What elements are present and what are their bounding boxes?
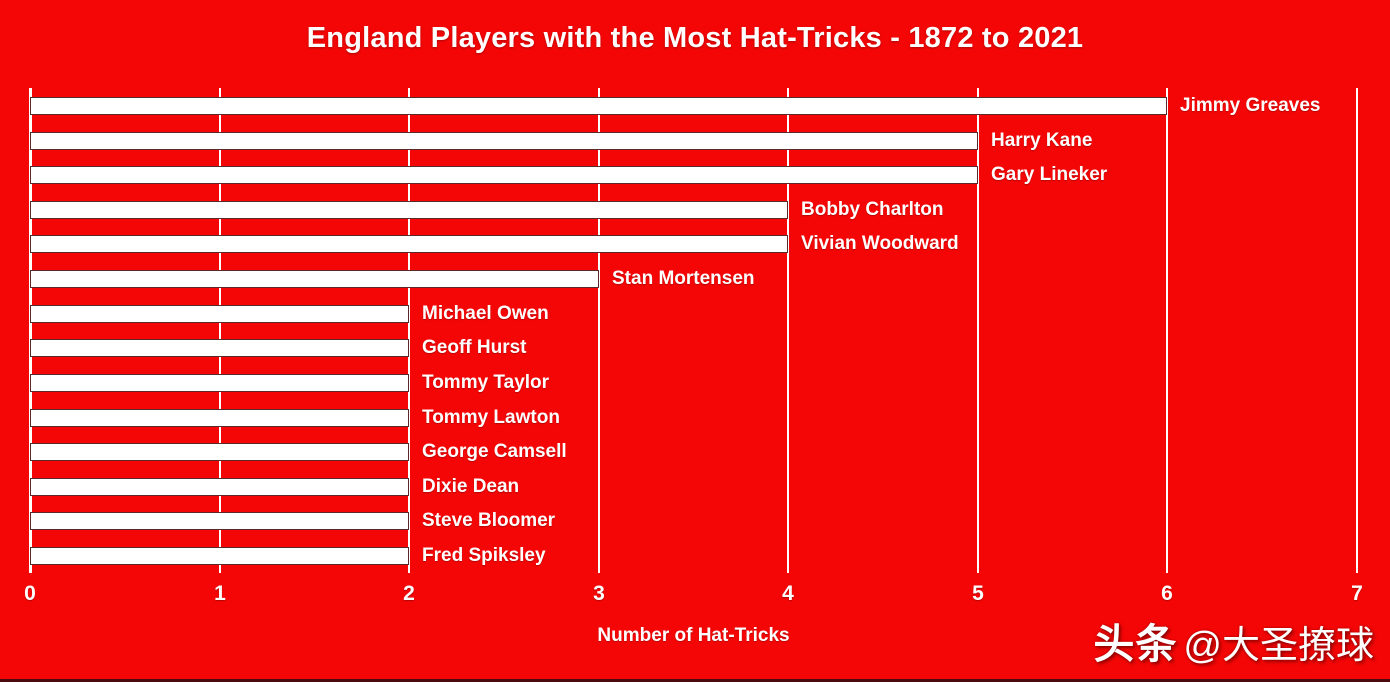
bar [30,132,978,150]
bar [30,166,978,184]
gridline-x4 [787,88,789,573]
bar-label: George Camsell [422,441,567,462]
bar [30,443,409,461]
bar [30,339,409,357]
bar-label: Jimmy Greaves [1180,95,1321,116]
bar [30,270,599,288]
bar [30,201,788,219]
chart-title: England Players with the Most Hat-Tricks… [306,22,1084,54]
bar [30,97,1167,115]
gridline-x3 [598,88,600,573]
bar [30,547,409,565]
x-tick-label: 4 [782,582,794,605]
x-tick-label: 6 [1161,582,1173,605]
bar [30,409,409,427]
plot-area: Jimmy Greaves Harry Kane Gary Lineker Bobby… [29,88,1358,573]
x-tick-label: 3 [593,582,605,605]
watermark: 头条 @大圣撩球 [1093,610,1374,670]
bar [30,235,788,253]
gridline-x2 [408,88,410,573]
bar-label: Fred Spiksley [422,545,546,566]
watermark-brand-toutiao: 头条 [1093,621,1178,667]
bar-label: Dixie Dean [422,476,520,497]
bar-label: Harry Kane [991,130,1093,151]
bar-label: Tommy Taylor [422,372,550,393]
x-tick-label: 0 [24,582,36,605]
x-tick-label: 7 [1351,582,1363,605]
x-tick-label: 2 [403,582,415,605]
gridline-x7 [1356,88,1358,573]
bar-label: Tommy Lawton [422,407,560,428]
gridline-x6 [1166,88,1168,573]
bottom-edge-line [0,679,1390,682]
bar [30,478,409,496]
bar-label: Bobby Charlton [801,199,944,220]
gridline-x5 [977,88,979,573]
bar-label: Steve Bloomer [422,510,556,531]
x-axis-title: Number of Hat-Tricks [597,625,790,646]
bar-label: Gary Lineker [991,164,1108,185]
x-tick-label: 1 [214,582,226,605]
bar-label: Michael Owen [422,303,549,324]
bar-label: Geoff Hurst [422,337,527,358]
bar [30,374,409,392]
x-tick-label: 5 [972,582,984,605]
watermark-handle: @大圣撩球 [1183,625,1374,667]
bar [30,512,409,530]
bar-label: Stan Mortensen [612,268,755,289]
gridline-x0 [29,88,32,573]
bar-label: Vivian Woodward [801,233,959,254]
gridline-x1 [219,88,221,573]
bar [30,305,409,323]
